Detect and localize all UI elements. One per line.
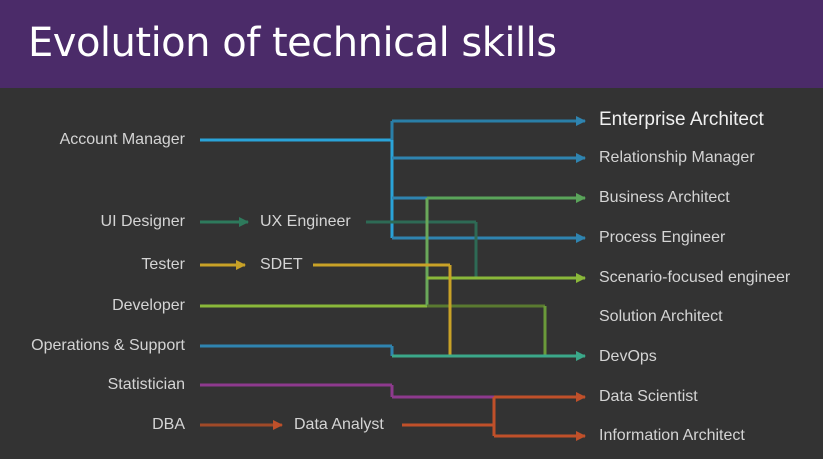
target-enterprise-architect: Enterprise Architect [599, 109, 764, 130]
dba-paths [200, 392, 586, 441]
source-ui-designer: UI Designer [100, 213, 185, 230]
title-bar: Evolution of technical skills [0, 0, 823, 88]
source-dba: DBA [152, 416, 185, 433]
source-statistician: Statistician [107, 376, 185, 393]
target-solution-architect: Solution Architect [599, 308, 723, 325]
flow-diagram [200, 116, 586, 441]
statistician-paths [200, 383, 494, 399]
intermediate-ux-engineer: UX Engineer [260, 213, 351, 230]
target-business-architect: Business Architect [599, 189, 730, 206]
intermediate-sdet: SDET [260, 256, 303, 273]
target-process-engineer: Process Engineer [599, 229, 726, 246]
ui-designer-paths [200, 217, 478, 278]
source-tester: Tester [141, 256, 185, 273]
target-devops: DevOps [599, 348, 657, 365]
source-account-manager: Account Manager [59, 131, 185, 148]
source-operations-support: Operations & Support [31, 337, 185, 354]
ops-paths [200, 344, 586, 361]
source-developer: Developer [112, 297, 185, 314]
target-information-architect: Information Architect [599, 427, 745, 444]
target-relationship-manager: Relationship Manager [599, 149, 755, 166]
target-data-scientist: Data Scientist [599, 388, 698, 405]
tester-paths [200, 260, 452, 356]
developer-paths [200, 193, 586, 356]
page-title: Evolution of technical skills [28, 20, 557, 66]
intermediate-data-analyst: Data Analyst [294, 416, 384, 433]
account-manager-paths [200, 116, 586, 243]
target-scenario-focused-engineer: Scenario-focused engineer [599, 269, 791, 286]
